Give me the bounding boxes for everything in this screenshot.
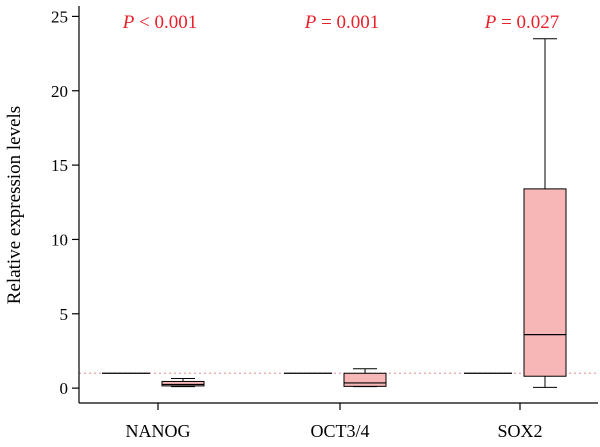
x-tick-label: OCT3/4: [310, 421, 369, 441]
sample-box: [161, 380, 205, 387]
x-tick-label: SOX2: [497, 421, 542, 441]
p-value-symbol: P: [484, 12, 497, 33]
p-value-symbol: P: [122, 12, 135, 33]
y-tick-label: 5: [60, 305, 69, 324]
p-value-label: P = 0.001: [304, 12, 380, 33]
y-tick-label: 25: [51, 7, 68, 26]
axes-layer: 0 5 10 15 20 25 NANOG P < 0.001 OCT3/4 P = 0.001 S…: [51, 6, 598, 441]
sample-box: [523, 188, 567, 377]
x-tick-label: NANOG: [126, 421, 191, 441]
p-value-label: P = 0.027: [484, 12, 560, 33]
p-value-text: < 0.001: [134, 12, 197, 33]
sample-box: [343, 372, 387, 387]
y-tick-label: 20: [51, 82, 68, 101]
p-value-symbol: P: [304, 12, 317, 33]
y-axis-title: Relative expression levels: [4, 106, 25, 304]
p-value-label: P < 0.001: [122, 12, 198, 33]
p-value-text: = 0.027: [496, 12, 559, 33]
y-tick-label: 15: [51, 156, 68, 175]
y-tick-label: 10: [51, 230, 68, 249]
box-marks-layer: [102, 38, 567, 388]
y-tick-label: 0: [60, 379, 69, 398]
p-value-text: = 0.001: [316, 12, 379, 33]
